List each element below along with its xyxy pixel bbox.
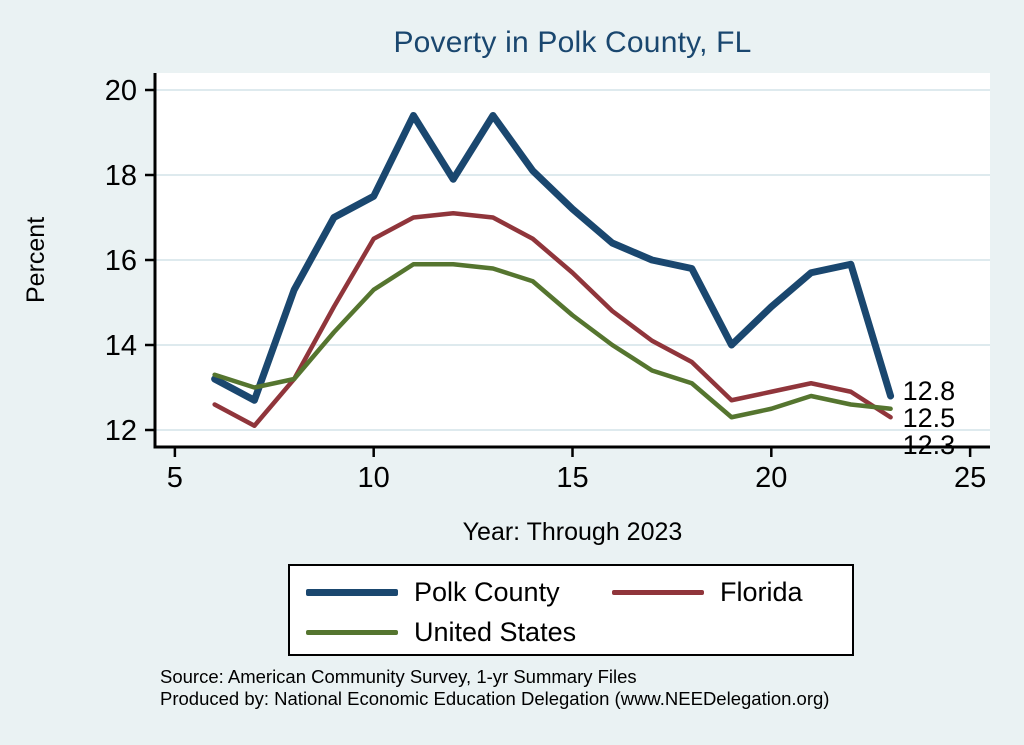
legend-label-florida: Florida <box>720 576 803 607</box>
svg-text:12.8: 12.8 <box>903 376 956 406</box>
x-axis-label: Year: Through 2023 <box>462 518 683 546</box>
svg-text:18: 18 <box>105 160 137 192</box>
legend-label-polk-county: Polk County <box>414 576 560 607</box>
legend-item-united-states: United States <box>306 614 576 650</box>
svg-text:20: 20 <box>105 75 137 107</box>
svg-text:25: 25 <box>954 462 986 494</box>
legend-swatch-united-states <box>306 629 398 635</box>
svg-text:14: 14 <box>105 330 137 362</box>
source-notes: Source: American Community Survey, 1-yr … <box>160 666 829 710</box>
svg-text:16: 16 <box>105 245 137 277</box>
legend: Polk County Florida United States <box>288 564 854 656</box>
legend-item-florida: Florida <box>612 574 803 610</box>
source-line-1: Source: American Community Survey, 1-yr … <box>160 666 637 687</box>
svg-text:12.3: 12.3 <box>903 430 956 460</box>
svg-text:12: 12 <box>105 415 137 447</box>
svg-text:12.5: 12.5 <box>903 403 956 433</box>
legend-swatch-polk-county <box>306 588 398 596</box>
svg-text:5: 5 <box>167 462 183 494</box>
legend-item-polk-county: Polk County <box>306 574 560 610</box>
legend-swatch-florida <box>612 589 704 595</box>
svg-text:20: 20 <box>755 462 787 494</box>
svg-text:15: 15 <box>556 462 588 494</box>
source-line-2: Produced by: National Economic Education… <box>160 688 830 709</box>
legend-label-united-states: United States <box>414 616 577 647</box>
chart-title: Poverty in Polk County, FL <box>393 26 752 59</box>
svg-text:10: 10 <box>358 462 390 494</box>
